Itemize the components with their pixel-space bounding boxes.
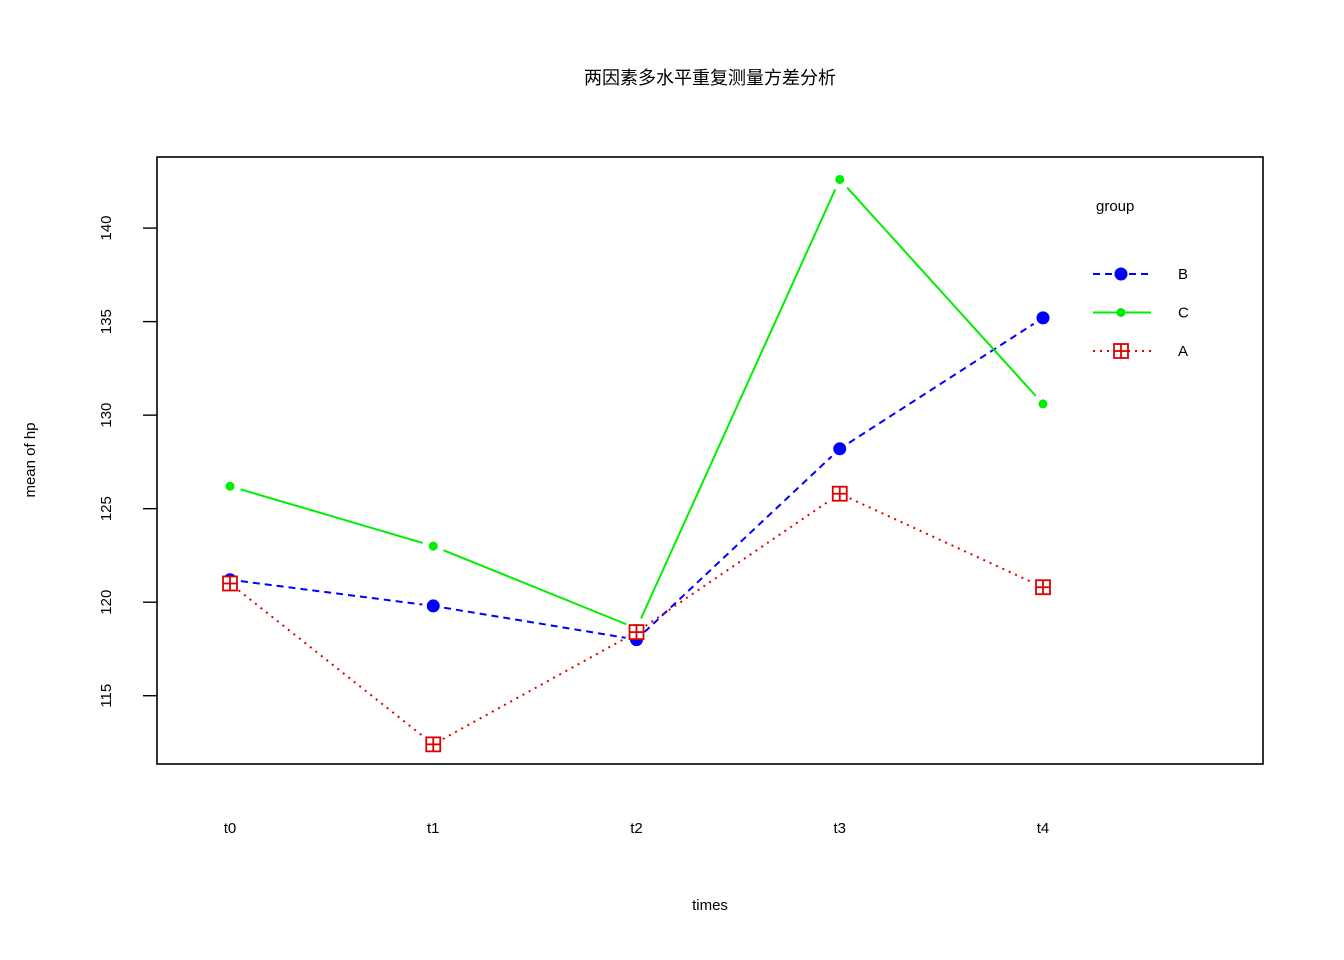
series-segment (645, 499, 832, 627)
data-point (1035, 579, 1051, 596)
series-segment (640, 189, 837, 619)
y-axis-label: mean of hp (22, 422, 39, 497)
y-tick-label: 115 (98, 684, 115, 708)
series-segment (443, 549, 627, 626)
plot-frame (156, 156, 1264, 765)
series-segment (442, 636, 628, 740)
y-tick-label: 140 (98, 216, 115, 241)
series-segment (238, 589, 426, 739)
legend-marker (1113, 343, 1129, 359)
data-point (425, 736, 442, 753)
y-tick-label: 125 (98, 496, 115, 521)
legend-title: group (1096, 198, 1134, 215)
data-point (225, 481, 235, 491)
data-point (628, 624, 645, 641)
x-axis: t0 t1 t2 t3 t4 (224, 820, 1050, 837)
series-segment (643, 455, 833, 633)
data-point (831, 485, 848, 502)
y-axis: 115 120 125 130 135 140 (98, 216, 157, 708)
series-segment (846, 186, 1037, 397)
chart-title: 两因素多水平重复测量方差分析 (584, 68, 836, 88)
x-axis-label: times (692, 897, 728, 914)
x-tick-label: t3 (833, 820, 846, 837)
data-point (1036, 311, 1050, 325)
series-segment (443, 606, 626, 639)
legend-marker (1116, 308, 1126, 317)
series-A (222, 485, 1051, 753)
series-layer (222, 174, 1051, 753)
data-point (222, 575, 238, 592)
x-tick-label: t0 (224, 820, 237, 837)
x-tick-label: t1 (427, 820, 440, 837)
series-B (223, 311, 1050, 647)
data-point (1038, 399, 1048, 409)
data-point (426, 599, 440, 613)
x-tick-label: t4 (1037, 820, 1050, 837)
data-point (835, 174, 845, 184)
data-point (833, 442, 847, 456)
series-segment (849, 497, 1034, 584)
data-point (428, 541, 438, 551)
y-tick-label: 135 (98, 309, 115, 334)
legend-label: C (1178, 305, 1189, 322)
x-tick-label: t2 (630, 820, 643, 837)
legend-marker (1114, 267, 1128, 281)
series-segment (848, 322, 1035, 444)
y-tick-label: 130 (98, 403, 115, 428)
legend-label: B (1178, 266, 1188, 283)
series-C (225, 174, 1048, 633)
y-tick-label: 120 (98, 590, 115, 615)
series-segment (240, 488, 423, 544)
series-segment (240, 580, 423, 606)
legend-label: A (1178, 343, 1188, 360)
legend: group B C A (1093, 198, 1189, 360)
